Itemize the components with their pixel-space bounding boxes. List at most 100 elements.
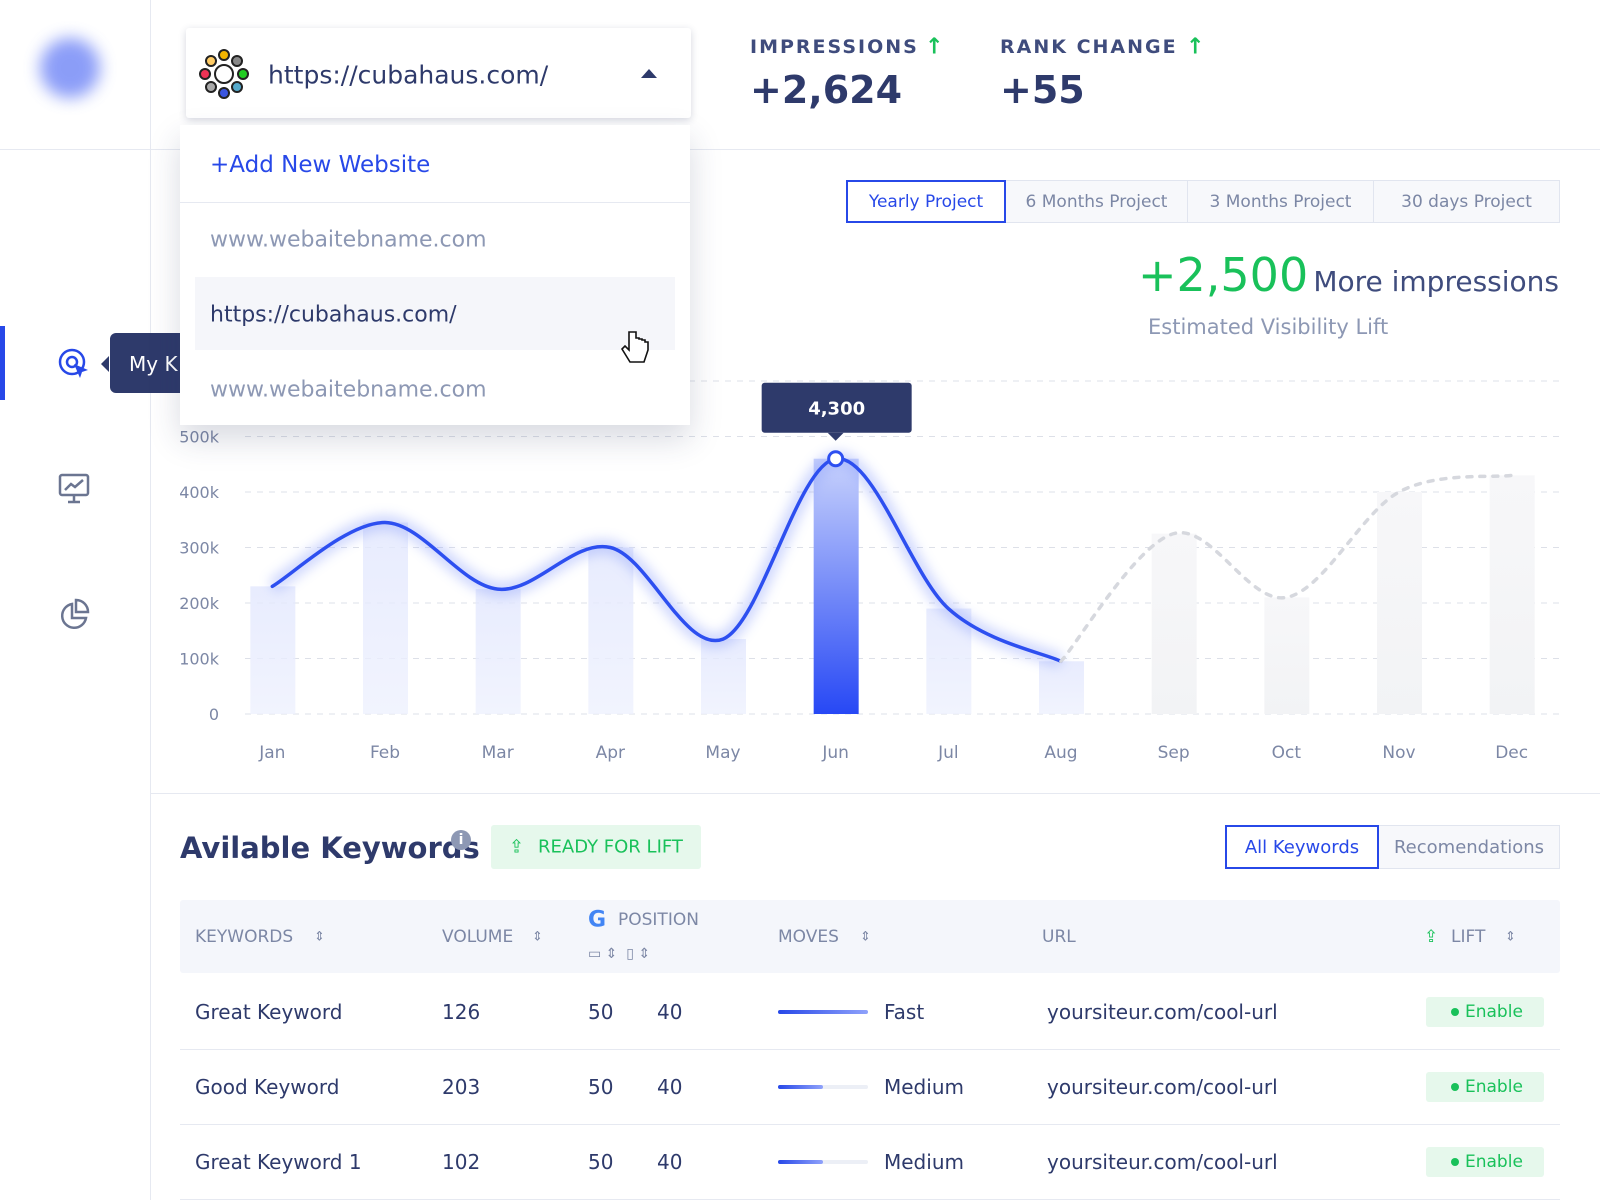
site-option[interactable]: www.webaitebname.com (210, 227, 487, 253)
y-tick-label: 100k (179, 650, 220, 669)
tooltip-label: 4,300 (808, 399, 865, 420)
keyword: Great Keyword 1 (195, 1150, 362, 1174)
filter-button[interactable]: Yearly Project (846, 180, 1006, 223)
filter-button[interactable]: 3 Months Project (1187, 180, 1374, 223)
moves: Fast (884, 1000, 925, 1024)
bar (1264, 597, 1310, 714)
row-divider (180, 1049, 1560, 1050)
filter-button[interactable]: 30 days Project (1373, 180, 1560, 223)
enable-badge[interactable] (1426, 997, 1544, 1027)
desktop-position: 50 (588, 1000, 614, 1024)
pie-icon[interactable] (58, 598, 92, 632)
keywords-icon[interactable] (56, 346, 92, 382)
site-option[interactable]: https://cubahaus.com/ (210, 302, 457, 328)
status-dot (1451, 1083, 1459, 1091)
moves-bar (778, 1010, 868, 1014)
moves: Medium (884, 1075, 964, 1099)
stat-value: +2,624 (750, 68, 903, 112)
y-tick-label: 0 (209, 705, 219, 724)
tab-button[interactable]: Recomendations (1378, 825, 1560, 869)
x-tick-label: Nov (1382, 743, 1415, 763)
section-divider (150, 793, 1600, 794)
enable-text: Enable (1465, 1152, 1523, 1172)
bar (1377, 492, 1422, 714)
info-icon[interactable]: i (451, 830, 471, 850)
mobile-position: 40 (657, 1075, 683, 1099)
column-header[interactable]: VOLUME (442, 927, 514, 947)
bar (250, 586, 296, 714)
enable-badge[interactable] (1426, 1147, 1544, 1177)
column-header[interactable]: URL (1042, 927, 1076, 947)
x-tick-label: May (705, 743, 740, 763)
add-website[interactable]: +Add New Website (210, 152, 431, 178)
rocket-icon: ⇪ (1424, 927, 1439, 947)
google-icon: G (588, 907, 607, 933)
y-tick-label: 300k (179, 539, 220, 558)
keyword: Great Keyword (195, 1000, 343, 1024)
stat-label: IMPRESSIONS (750, 36, 919, 58)
moves-bar (778, 1160, 823, 1164)
logo[interactable] (40, 38, 100, 98)
bar (588, 547, 634, 714)
y-tick-label: 500k (179, 428, 220, 447)
ready-badge (491, 825, 701, 869)
x-tick-label: Aug (1044, 743, 1077, 763)
tab-button[interactable]: All Keywords (1225, 825, 1379, 869)
badge-text: READY FOR LIFT (538, 836, 683, 858)
volume: 126 (442, 1000, 481, 1024)
sort-icon[interactable]: ⇕ (532, 929, 543, 945)
column-header[interactable]: LIFT (1451, 927, 1486, 947)
y-tick-label: 400k (179, 483, 220, 502)
x-tick-label: Jun (821, 743, 849, 763)
volume: 203 (442, 1075, 481, 1099)
caret[interactable] (641, 69, 657, 78)
header-divider (0, 149, 1600, 150)
monitor-icon[interactable] (58, 472, 92, 506)
x-tick-label: Feb (370, 743, 400, 763)
tooltip-arrow (827, 432, 844, 441)
row-divider (180, 1124, 1560, 1125)
url: yoursiteur.com/cool-url (1047, 1150, 1278, 1174)
active-indicator (0, 326, 5, 400)
up-arrow: ↑ (1186, 34, 1205, 60)
bar (813, 458, 859, 714)
table-header (180, 900, 1560, 973)
bar (475, 589, 521, 714)
stat-label: RANK CHANGE (1000, 36, 1178, 58)
tooltip-arrow (101, 356, 109, 372)
lift-headline: +2,500 More impressions (1138, 248, 1559, 302)
enable-badge[interactable] (1426, 1072, 1544, 1102)
x-tick-label: Jan (258, 743, 285, 763)
sort-icon[interactable]: ⇕ (860, 929, 871, 945)
value-tooltip (761, 382, 912, 433)
moves-track (778, 1160, 868, 1164)
column-header[interactable]: MOVES (778, 927, 839, 947)
bar (1151, 533, 1197, 714)
status-dot (1451, 1158, 1459, 1166)
device-icons: ▭ ⇕ ▯ ⇕ (588, 946, 651, 962)
sidebar (0, 0, 151, 1200)
peak-point (827, 450, 845, 468)
site-option[interactable]: www.webaitebname.com (210, 377, 487, 403)
desktop-position: 50 (588, 1150, 614, 1174)
chart: 0 100k 200k 300k 400k 500k Jan Feb Mar Apr May Jun J… (179, 380, 1559, 763)
line (1059, 473, 1514, 664)
url: yoursiteur.com/cool-url (1047, 1075, 1278, 1099)
bar (1039, 661, 1084, 714)
moves-bar (778, 1085, 823, 1089)
sort-icon[interactable]: ⇕ (1505, 929, 1516, 945)
filter-button[interactable]: 6 Months Project (1005, 180, 1188, 223)
site-menu: +Add New Website www.webaitebname.com ht… (180, 125, 690, 425)
column-header[interactable]: POSITION (618, 910, 699, 930)
site-selector[interactable] (186, 28, 691, 118)
x-tick-label: Oct (1272, 743, 1302, 763)
enable-text: Enable (1465, 1077, 1523, 1097)
x-tick-label: Mar (482, 743, 514, 763)
column-header[interactable]: KEYWORDS (195, 927, 294, 947)
url: yoursiteur.com/cool-url (1047, 1000, 1278, 1024)
up-arrow: ↑ (925, 34, 944, 60)
sort-icon[interactable]: ⇕ (314, 929, 325, 945)
desktop-position: 50 (588, 1075, 614, 1099)
line (270, 456, 1063, 664)
